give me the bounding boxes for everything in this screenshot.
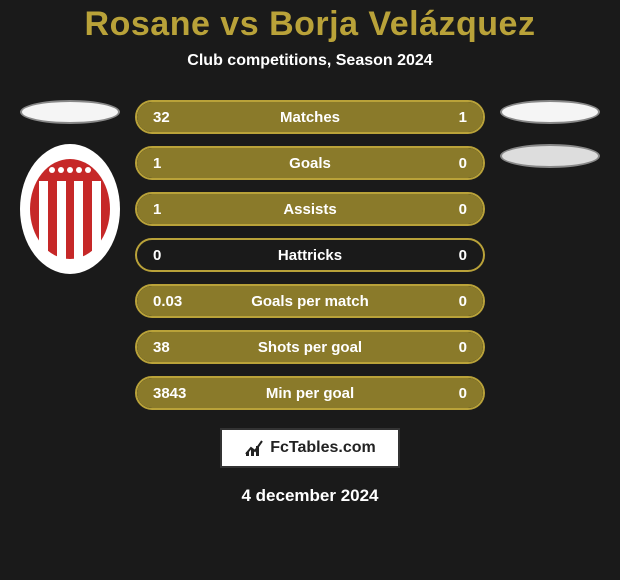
stats-column: 32Matches11Goals01Assists00Hattricks00.0… bbox=[135, 100, 485, 410]
stat-bar: 0 Hattricks 0 bbox=[135, 238, 485, 272]
stat-value-right: 0 bbox=[427, 293, 467, 310]
stat-label: Goals per match bbox=[251, 293, 369, 310]
site-logo[interactable]: FcTables.com bbox=[220, 428, 400, 468]
stat-value-left: 0.03 bbox=[153, 293, 193, 310]
stat-value-left: 1 bbox=[153, 201, 193, 218]
stat-value-left: 0 bbox=[153, 247, 193, 264]
player-right-column bbox=[495, 100, 605, 168]
stat-label: Goals bbox=[289, 155, 331, 172]
stat-label: Assists bbox=[283, 201, 336, 218]
stat-label: Matches bbox=[280, 109, 340, 126]
comparison-title: Rosane vs Borja Velázquez bbox=[0, 5, 620, 44]
stat-bar: 32 Matches 1 bbox=[135, 100, 485, 134]
stat-label: Min per goal bbox=[266, 385, 354, 402]
stat-label: Shots per goal bbox=[258, 339, 362, 356]
player-right-crest-icon bbox=[500, 144, 600, 168]
stat-value-left: 1 bbox=[153, 155, 193, 172]
stat-value-right: 0 bbox=[427, 385, 467, 402]
stat-value-right: 0 bbox=[427, 201, 467, 218]
stat-bar: 0.03 Goals per match 0 bbox=[135, 284, 485, 318]
stat-bar: 1 Goals 0 bbox=[135, 146, 485, 180]
stat-value-right: 0 bbox=[427, 155, 467, 172]
stat-fill-right bbox=[473, 102, 483, 132]
player-left-flag-icon bbox=[20, 100, 120, 124]
player-right-flag-icon bbox=[500, 100, 600, 124]
main-row: 32Matches11Goals01Assists00Hattricks00.0… bbox=[0, 100, 620, 410]
stat-value-right: 0 bbox=[427, 247, 467, 264]
chart-icon bbox=[244, 438, 264, 458]
comparison-subtitle: Club competitions, Season 2024 bbox=[0, 52, 620, 70]
player-left-column bbox=[15, 100, 125, 274]
stat-value-left: 32 bbox=[153, 109, 193, 126]
footer-date: 4 december 2024 bbox=[0, 486, 620, 506]
stat-value-left: 38 bbox=[153, 339, 193, 356]
stat-value-right: 0 bbox=[427, 339, 467, 356]
stat-label: Hattricks bbox=[278, 247, 342, 264]
stat-value-left: 3843 bbox=[153, 385, 193, 402]
player-left-crest-icon bbox=[20, 144, 120, 274]
site-logo-text: FcTables.com bbox=[270, 439, 376, 457]
stat-value-right: 1 bbox=[427, 109, 467, 126]
stat-bar: 1 Assists 0 bbox=[135, 192, 485, 226]
stat-bar: 38 Shots per goal 0 bbox=[135, 330, 485, 364]
stat-bar: 3843 Min per goal 0 bbox=[135, 376, 485, 410]
